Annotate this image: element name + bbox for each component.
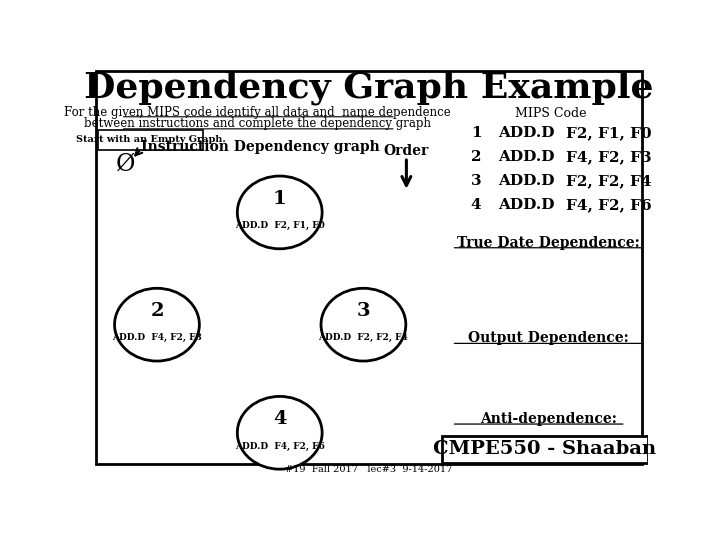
- Text: ADD.D  F4, F2, F6: ADD.D F4, F2, F6: [235, 442, 325, 450]
- Text: F4, F2, F3: F4, F2, F3: [566, 150, 652, 164]
- Text: ADD.D: ADD.D: [498, 198, 554, 212]
- Text: MIPS Code: MIPS Code: [515, 107, 586, 120]
- Text: ADD.D: ADD.D: [498, 174, 554, 188]
- Text: Order: Order: [384, 144, 429, 158]
- Text: 1: 1: [471, 126, 482, 140]
- Text: between instructions and complete the dependency graph: between instructions and complete the de…: [84, 117, 431, 130]
- Text: ADD.D: ADD.D: [498, 126, 554, 140]
- FancyBboxPatch shape: [99, 130, 203, 150]
- Text: Anti-dependence:: Anti-dependence:: [480, 412, 617, 426]
- FancyBboxPatch shape: [441, 436, 648, 463]
- Text: ADD.D  F4, F2, F3: ADD.D F4, F2, F3: [112, 334, 202, 342]
- Text: #19  Fall 2017   lec#3  9-14-2017: #19 Fall 2017 lec#3 9-14-2017: [285, 465, 453, 474]
- Text: 4: 4: [471, 198, 482, 212]
- Text: 2: 2: [471, 150, 482, 164]
- Text: F2, F1, F0: F2, F1, F0: [566, 126, 652, 140]
- Ellipse shape: [238, 396, 322, 469]
- Text: ADD.D: ADD.D: [498, 150, 554, 164]
- FancyBboxPatch shape: [96, 71, 642, 464]
- Text: Output Dependence:: Output Dependence:: [468, 332, 629, 346]
- Text: 4: 4: [273, 410, 287, 428]
- Text: True Date Dependence:: True Date Dependence:: [457, 236, 640, 250]
- Text: Dependency Graph Example: Dependency Graph Example: [84, 70, 654, 105]
- Text: ADD.D  F2, F2, F4: ADD.D F2, F2, F4: [318, 334, 408, 342]
- Text: 2: 2: [150, 302, 163, 320]
- Text: F2, F2, F4: F2, F2, F4: [566, 174, 652, 188]
- Text: 3: 3: [471, 174, 482, 188]
- Text: Instruction Dependency graph: Instruction Dependency graph: [141, 140, 379, 154]
- Text: F4, F2, F6: F4, F2, F6: [566, 198, 652, 212]
- Ellipse shape: [114, 288, 199, 361]
- Text: Ø: Ø: [115, 152, 135, 176]
- Text: For the given MIPS code identify all data and  name dependence: For the given MIPS code identify all dat…: [64, 106, 451, 119]
- Text: 1: 1: [273, 190, 287, 208]
- Text: 3: 3: [356, 302, 370, 320]
- Ellipse shape: [321, 288, 406, 361]
- Text: ADD.D  F2, F1, F0: ADD.D F2, F1, F0: [235, 221, 325, 230]
- Text: Start with an Empty Graph.: Start with an Empty Graph.: [76, 135, 225, 144]
- Ellipse shape: [238, 176, 322, 249]
- Text: CMPE550 - Shaaban: CMPE550 - Shaaban: [433, 441, 657, 458]
